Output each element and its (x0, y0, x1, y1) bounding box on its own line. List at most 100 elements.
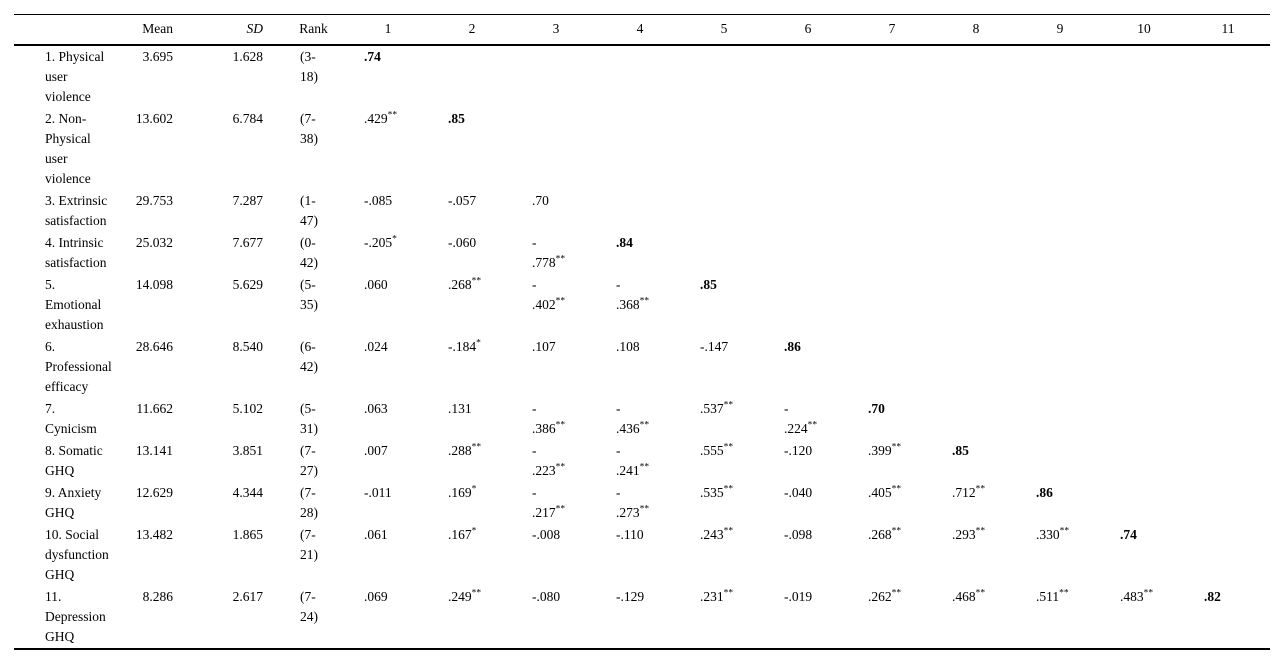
corr-cell: - .402** (532, 277, 566, 312)
corr-cell: .069 (364, 589, 388, 604)
empty-cell (934, 232, 1018, 274)
row-label: 8. Somatic GHQ (45, 443, 103, 478)
corr-cell: -.129 (616, 589, 645, 604)
empty-cell (1018, 190, 1102, 232)
empty-cell (514, 108, 598, 190)
header-col-8: 8 (934, 14, 1018, 46)
corr-cell: - .241** (616, 443, 650, 478)
rank-cell: (1- 47) (300, 193, 318, 228)
empty-cell (682, 45, 766, 108)
table-row: 6. Professional efficacy 28.646 8.540 (6- 42).… (14, 336, 1270, 398)
rank-cell: (7- 38) (300, 111, 318, 146)
empty-cell (1102, 232, 1186, 274)
row-label: 2. Non- Physical user violence (45, 111, 91, 186)
mean-cell: 14.098 (135, 277, 173, 292)
corr-cell: .268** (448, 276, 482, 292)
corr-cell: .537** (700, 400, 734, 416)
corr-cell: - .386** (532, 401, 566, 436)
corr-cell: -.147 (700, 339, 729, 354)
corr-cell: .85 (952, 443, 969, 458)
corr-cell: .555** (700, 442, 734, 458)
corr-cell: -.184* (448, 338, 481, 354)
empty-cell (682, 108, 766, 190)
corr-cell: .024 (364, 339, 388, 354)
table-row: 1. Physical user violence 3.695 1.628 (3- 18).… (14, 45, 1270, 108)
empty-cell (766, 190, 850, 232)
corr-cell: -.040 (784, 485, 813, 500)
corr-cell: -.060 (448, 235, 477, 250)
empty-cell (934, 108, 1018, 190)
table-row: 10. Social dysfunction GHQ 13.482 1.865 (7- 21… (14, 524, 1270, 586)
mean-cell: 8.286 (142, 589, 173, 604)
rank-cell: (7- 28) (300, 485, 318, 520)
rank-cell: (7- 27) (300, 443, 318, 478)
mean-cell: 13.482 (135, 527, 173, 542)
empty-cell (850, 45, 934, 108)
corr-cell: - .217** (532, 485, 566, 520)
sd-cell: 6.784 (232, 111, 263, 126)
corr-cell: .330** (1036, 526, 1070, 542)
empty-cell (430, 45, 514, 108)
table-row: 8. Somatic GHQ 13.141 3.851 (7- 27) .007 .288**… (14, 440, 1270, 482)
header-col-1: 1 (346, 14, 430, 46)
empty-cell (1186, 274, 1270, 336)
rank-cell: (3- 18) (300, 49, 318, 84)
header-col-5: 5 (682, 14, 766, 46)
mean-cell: 28.646 (135, 339, 173, 354)
corr-cell: .84 (616, 235, 633, 250)
row-label: 4. Intrinsic satisfaction (45, 235, 107, 270)
empty-cell (598, 108, 682, 190)
empty-cell (1186, 232, 1270, 274)
row-label: 3. Extrinsic satisfaction (45, 193, 108, 228)
empty-cell (1186, 190, 1270, 232)
empty-cell (1102, 440, 1186, 482)
empty-cell (1018, 108, 1102, 190)
header-col-3: 3 (514, 14, 598, 46)
corr-cell: .063 (364, 401, 388, 416)
header-col-11: 11 (1186, 14, 1270, 46)
corr-cell: - .368** (616, 277, 650, 312)
empty-cell (934, 398, 1018, 440)
corr-cell: .169* (448, 484, 477, 500)
sd-cell: 5.629 (232, 277, 263, 292)
empty-cell (934, 190, 1018, 232)
corr-cell: - .273** (616, 485, 650, 520)
mean-cell: 11.662 (136, 401, 173, 416)
empty-cell (1102, 190, 1186, 232)
table-row: 5. Emotional exhaustion 14.098 5.629 (5- 35) .0… (14, 274, 1270, 336)
empty-cell (1186, 524, 1270, 586)
corr-cell: -.011 (364, 485, 392, 500)
empty-cell (1018, 398, 1102, 440)
table-row: 3. Extrinsic satisfaction 29.753 7.287 (1- 47… (14, 190, 1270, 232)
corr-cell: - .436** (616, 401, 650, 436)
empty-cell (598, 190, 682, 232)
table-body: 1. Physical user violence 3.695 1.628 (3- 18).… (14, 45, 1270, 649)
corr-cell: .535** (700, 484, 734, 500)
empty-cell (1186, 336, 1270, 398)
empty-cell (1018, 45, 1102, 108)
empty-cell (1018, 336, 1102, 398)
corr-cell: .107 (532, 339, 556, 354)
empty-cell (1102, 398, 1186, 440)
sd-cell: 8.540 (232, 339, 263, 354)
corr-cell: .262** (868, 588, 902, 604)
empty-cell (934, 45, 1018, 108)
rank-cell: (5- 35) (300, 277, 318, 312)
sd-cell: 1.865 (232, 527, 263, 542)
corr-cell: -.008 (532, 527, 561, 542)
empty-cell (514, 45, 598, 108)
corr-cell: -.085 (364, 193, 393, 208)
empty-cell (1018, 232, 1102, 274)
sd-cell: 4.344 (232, 485, 263, 500)
corr-cell: .74 (1120, 527, 1137, 542)
corr-cell: -.057 (448, 193, 477, 208)
row-label: 7. Cynicism (45, 401, 97, 436)
corr-cell: .86 (784, 339, 801, 354)
mean-cell: 12.629 (135, 485, 173, 500)
empty-cell (598, 45, 682, 108)
corr-cell: .131 (448, 401, 472, 416)
row-label: 1. Physical user violence (45, 49, 105, 104)
mean-cell: 29.753 (135, 193, 173, 208)
corr-cell: .399** (868, 442, 902, 458)
header-row: Mean SD Rank 1 2 3 4 5 6 7 8 9 10 11 (14, 14, 1270, 46)
